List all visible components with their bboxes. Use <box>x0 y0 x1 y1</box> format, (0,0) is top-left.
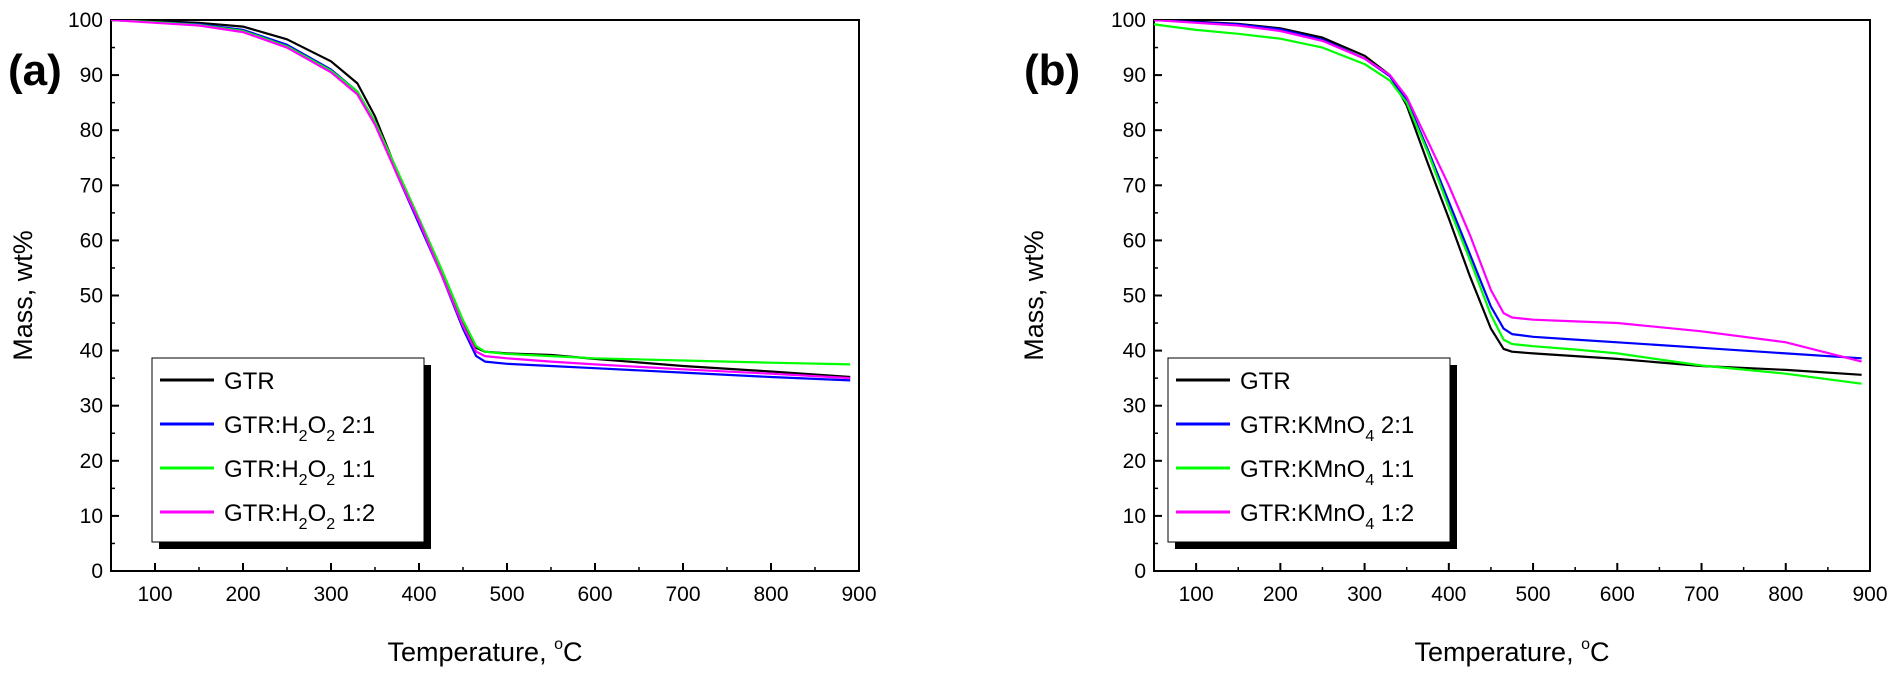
y-tick-label: 10 <box>80 505 103 528</box>
legend-entry-3: GTR:KMnO4 1:2 <box>1240 500 1414 533</box>
x-tick-label: 700 <box>665 583 700 606</box>
x-tick-label: 600 <box>577 583 612 606</box>
x-tick-label: 900 <box>1852 583 1887 606</box>
y-tick-label: 0 <box>1134 560 1146 583</box>
x-tick-label: 800 <box>1768 583 1803 606</box>
panel-label: (b) <box>1024 46 1080 95</box>
series-line-3 <box>1154 20 1862 363</box>
y-axis-title: Mass, wt% <box>1019 230 1049 361</box>
legend: GTR GTR:H2O2 2:1 GTR:H2O2 1:1 GTR:H2O2 1:2 <box>151 357 431 549</box>
legend-entry-2: GTR:H2O2 1:1 <box>224 456 375 489</box>
x-tick-label: 400 <box>401 583 436 606</box>
legend-entry-2: GTR:KMnO4 1:1 <box>1240 456 1414 489</box>
y-axis-title: Mass, wt% <box>8 230 38 361</box>
x-axis-title: Temperature, oC <box>1415 636 1610 667</box>
x-tick-label: 500 <box>1516 583 1551 606</box>
x-tick-label: 600 <box>1600 583 1635 606</box>
y-tick-label: 60 <box>1123 229 1146 252</box>
x-tick-label: 400 <box>1431 583 1466 606</box>
y-tick-label: 50 <box>80 285 103 308</box>
x-tick-label: 300 <box>1347 583 1382 606</box>
legend-entry-1: GTR:KMnO4 2:1 <box>1240 412 1414 445</box>
panel-label: (a) <box>8 46 62 95</box>
y-tick-label: 80 <box>1123 119 1146 142</box>
x-tick-label: 900 <box>841 583 876 606</box>
y-tick-label: 40 <box>80 340 103 363</box>
x-axis-title: Temperature, oC <box>388 636 583 667</box>
y-tick-label: 90 <box>80 64 103 87</box>
y-tick-label: 100 <box>1111 9 1146 32</box>
x-tick-label: 700 <box>1684 583 1719 606</box>
y-tick-label: 30 <box>80 395 103 418</box>
x-tick-label: 800 <box>753 583 788 606</box>
y-tick-label: 70 <box>80 174 103 197</box>
y-tick-label: 0 <box>91 560 103 583</box>
x-tick-label: 200 <box>225 583 260 606</box>
y-tick-label: 40 <box>1123 340 1146 363</box>
x-tick-label: 500 <box>489 583 524 606</box>
x-tick-label: 100 <box>137 583 172 606</box>
y-tick-label: 100 <box>68 9 103 32</box>
y-tick-label: 50 <box>1123 285 1146 308</box>
y-tick-label: 20 <box>1123 450 1146 473</box>
x-tick-label: 300 <box>313 583 348 606</box>
y-tick-label: 70 <box>1123 174 1146 197</box>
y-tick-label: 20 <box>80 450 103 473</box>
y-tick-label: 60 <box>80 229 103 252</box>
y-tick-label: 10 <box>1123 505 1146 528</box>
legend-entry-3: GTR:H2O2 1:2 <box>224 500 375 533</box>
series-line-3 <box>111 20 851 380</box>
legend-entry-1: GTR:H2O2 2:1 <box>224 412 375 445</box>
chart-panel-b: 100 200 300 400 500 600 700 800 900 0 10 20 30 40 50 60… <box>1019 9 1888 667</box>
y-tick-label: 30 <box>1123 395 1146 418</box>
series-line-2 <box>1154 23 1862 385</box>
series-line-0 <box>1154 20 1862 376</box>
legend-entry-0: GTR <box>224 368 275 395</box>
legend: GTR GTR:KMnO4 2:1 GTR:KMnO4 1:1 GTR:KMnO4 1… <box>1167 357 1457 549</box>
y-tick-label: 80 <box>80 119 103 142</box>
series-line-1 <box>1154 20 1862 360</box>
legend-entry-0: GTR <box>1240 368 1291 395</box>
x-tick-label: 100 <box>1179 583 1214 606</box>
x-tick-label: 200 <box>1263 583 1298 606</box>
chart-panel-a: 100 200 300 400 500 600 700 800 900 0 10 20 30 40 50 60… <box>8 9 877 667</box>
y-tick-label: 90 <box>1123 64 1146 87</box>
